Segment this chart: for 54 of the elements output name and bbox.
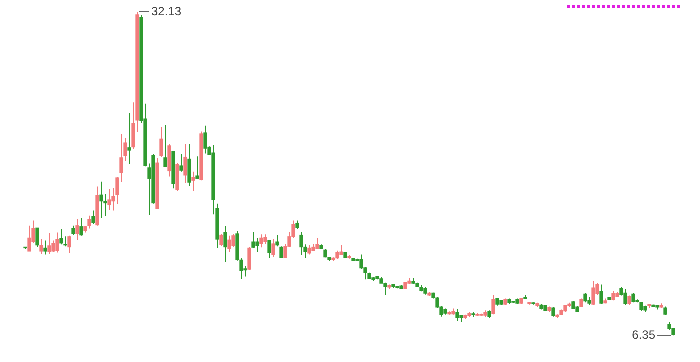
candlestick (72, 225, 76, 236)
candlestick (108, 188, 112, 211)
candlestick (552, 306, 556, 318)
candlestick (44, 240, 48, 256)
candlestick (492, 294, 496, 316)
candlestick (264, 234, 268, 245)
candlestick (260, 234, 264, 248)
candlestick (164, 124, 168, 168)
candlestick (300, 232, 304, 256)
candlestick (360, 254, 364, 270)
annotation: 6.35 (632, 328, 656, 342)
candlestick (252, 232, 256, 249)
candlestick (204, 125, 208, 154)
candlestick (280, 246, 284, 259)
candlestick (224, 226, 228, 263)
candlestick (56, 232, 60, 254)
candlestick (612, 290, 616, 302)
candlestick (188, 144, 192, 187)
candlestick (248, 246, 252, 271)
candlestick (76, 218, 80, 241)
candlestick (192, 171, 196, 192)
candlestick (592, 281, 596, 306)
candlestick (456, 308, 460, 322)
candlestick (160, 126, 164, 158)
candlestick (640, 301, 644, 312)
candlestick (128, 112, 132, 165)
candlestick (184, 144, 188, 184)
candlestick (92, 210, 96, 224)
candlestick (628, 295, 632, 306)
candlestick (624, 288, 628, 306)
candlestick (68, 235, 72, 254)
candlestick (268, 240, 272, 259)
annotation: 32.13 (152, 4, 182, 18)
candlestick (60, 228, 64, 246)
candlestick (220, 233, 224, 246)
candlestick (232, 233, 236, 248)
candlestick (180, 154, 184, 172)
candlestick (40, 238, 44, 255)
candlestick (584, 292, 588, 304)
candlestick (340, 244, 344, 256)
candlestick (228, 235, 232, 253)
candlestick (48, 232, 52, 255)
candlestick (276, 234, 280, 248)
candlestick (196, 156, 200, 180)
candlestick (308, 244, 312, 256)
candlestick (36, 228, 40, 248)
candlestick (384, 282, 388, 296)
candlestick (316, 238, 320, 250)
candlestick (256, 238, 260, 253)
candlestick (100, 181, 104, 219)
candlestick (600, 284, 604, 306)
candlestick (80, 218, 84, 236)
candlestick (272, 238, 276, 258)
candlestick (88, 215, 92, 230)
